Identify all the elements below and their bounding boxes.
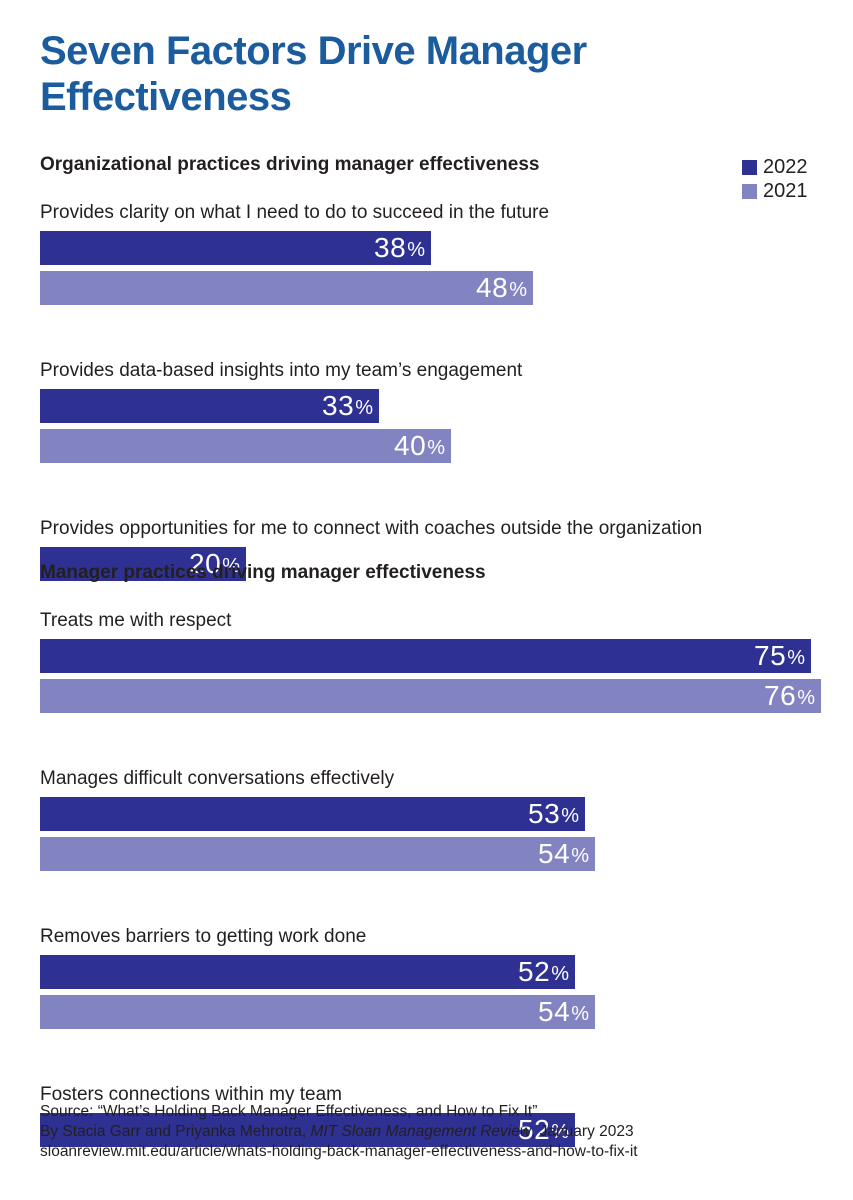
bar-2021-removes-barriers-to-getting-work-done: 54% (40, 995, 595, 1029)
data-label-value: 76 (764, 680, 797, 711)
data-label-percent: % (355, 397, 373, 419)
data-label-value: 40 (394, 430, 427, 461)
data-label-percent: % (797, 687, 815, 709)
data-label-value: 75 (754, 640, 787, 671)
source-date: , January 2023 (531, 1123, 634, 1140)
data-label-percent: % (551, 963, 569, 985)
data-label-value: 48 (476, 272, 509, 303)
source-url: sloanreview.mit.edu/article/whats-holdin… (40, 1143, 638, 1160)
section-title-1: Organizational practices driving manager… (40, 154, 540, 175)
bar-2022-treats-me-with-respect: 75% (40, 639, 811, 673)
legend-label-2022: 2022 (763, 155, 808, 178)
data-label-percent: % (509, 279, 527, 301)
bar-2022-provides-clarity-on-what-i-need-to-do-to-succeed-in-the-future: 38% (40, 231, 431, 265)
source-note: Source: “What’s Holding Back Manager Eff… (40, 1102, 638, 1162)
bar-2021-provides-clarity-on-what-i-need-to-do-to-succeed-in-the-future: 48% (40, 271, 533, 305)
data-label-percent: % (571, 1003, 589, 1025)
bar-2022-fosters-connections-within-my-team: 52% (40, 1113, 575, 1147)
category-label-removes-barriers-to-getting-work-done: Removes barriers to getting work done (40, 926, 367, 947)
data-label-value: 33 (322, 390, 355, 421)
data-label-percent: % (427, 437, 445, 459)
category-label-provides-opportunities-for-me-to-connect-with-coaches-outside-the-organization: Provides opportunities for me to connect… (40, 518, 703, 539)
bar-2021-manages-difficult-conversations-effectively: 54% (40, 837, 595, 871)
category-label-provides-data-based-insights-into-my-team-s-engagement: Provides data-based insights into my tea… (40, 360, 523, 381)
category-label-treats-me-with-respect: Treats me with respect (40, 610, 232, 631)
category-label-manages-difficult-conversations-effectively: Manages difficult conversations effectiv… (40, 768, 395, 789)
data-label-percent: % (551, 1121, 569, 1143)
category-label-provides-clarity-on-what-i-need-to-do-to-succeed-in-the-future: Provides clarity on what I need to do to… (40, 202, 550, 223)
source-publication: MIT Sloan Management Review (310, 1123, 532, 1140)
data-label-value: 53 (528, 798, 561, 829)
data-label-percent: % (407, 239, 425, 261)
bar-2022-manages-difficult-conversations-effectively: 53% (40, 797, 585, 831)
legend-swatch-2022 (742, 159, 757, 175)
data-label-value: 38 (374, 232, 407, 263)
bar-2022-provides-opportunities-for-me-to-connect-with-coaches-outside-the-organization: 20% (40, 547, 246, 581)
bar-2021-provides-data-based-insights-into-my-team-s-engagement: 40% (40, 429, 451, 463)
data-label-percent: % (222, 555, 240, 577)
bar-2022-removes-barriers-to-getting-work-done: 52% (40, 955, 575, 989)
source-line-1: Source: “What’s Holding Back Manager Eff… (40, 1103, 538, 1120)
data-label-percent: % (571, 845, 589, 867)
data-label-percent: % (787, 647, 805, 669)
bar-2021-treats-me-with-respect: 76% (40, 679, 821, 713)
bar-2022-provides-data-based-insights-into-my-team-s-engagement: 33% (40, 389, 379, 423)
legend-swatch-2021 (742, 183, 757, 199)
data-label-value: 54 (538, 838, 571, 869)
data-label-percent: % (561, 805, 579, 827)
category-label-fosters-connections-within-my-team: Fosters connections within my team (40, 1084, 343, 1105)
legend-item-2021: 2021 (742, 179, 808, 203)
source-authors: By Stacia Garr and Priyanka Mehrotra, (40, 1123, 311, 1140)
data-label-value: 52 (518, 956, 551, 987)
source-line-2: By Stacia Garr and Priyanka Mehrotra, MI… (40, 1122, 638, 1142)
legend: 2022 2021 (742, 155, 808, 203)
section-title-2: Manager practices driving manager effect… (40, 562, 486, 583)
data-label-value: 20 (189, 548, 222, 579)
legend-label-2021: 2021 (763, 179, 808, 202)
data-label-value: 52 (518, 1114, 551, 1145)
chart-title: Seven Factors Drive Manager Effectivenes… (40, 29, 587, 119)
data-label-value: 54 (538, 996, 571, 1027)
legend-item-2022: 2022 (742, 155, 808, 179)
